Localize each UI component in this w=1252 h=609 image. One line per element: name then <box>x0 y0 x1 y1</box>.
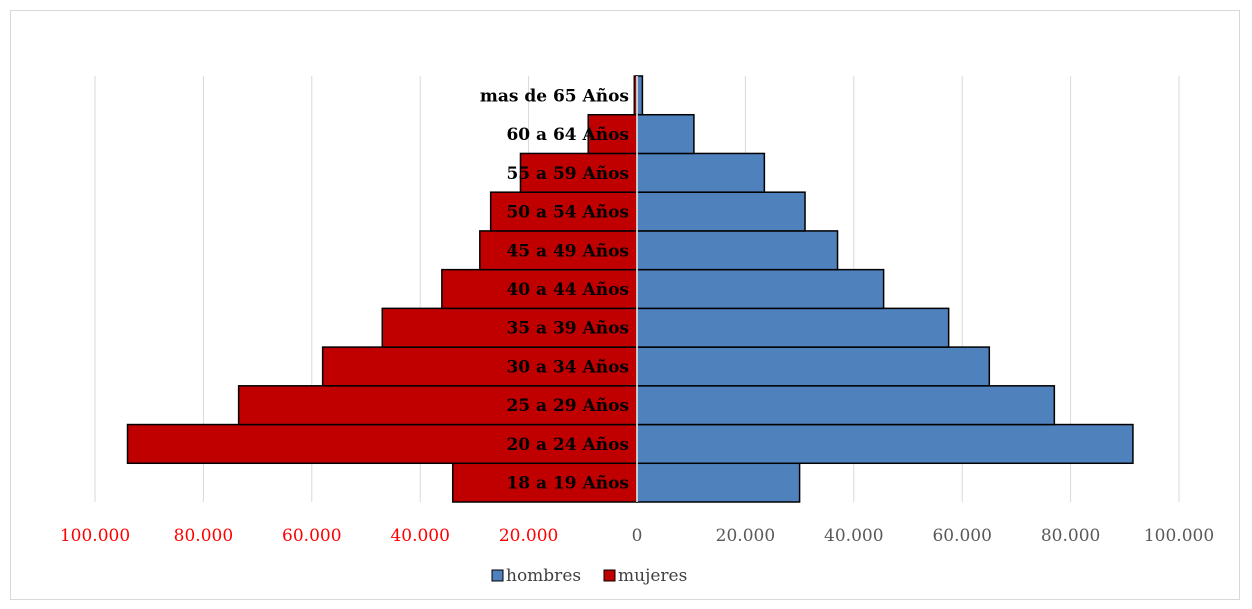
bar-hombres <box>636 307 950 348</box>
bar-hombres <box>636 423 1134 465</box>
x-tick-label: 60.000 <box>282 526 341 546</box>
x-tick-label: 20.000 <box>499 526 558 546</box>
category-label: 20 a 24 Años <box>506 435 629 455</box>
legend-label-hombres: hombres <box>506 566 581 586</box>
category-label: 30 a 34 Años <box>506 357 629 377</box>
bars <box>126 75 1134 503</box>
bar-hombres <box>636 346 991 387</box>
category-label: 35 a 39 Años <box>506 319 629 339</box>
bar-mujeres <box>321 346 638 387</box>
x-tick-label: 20.000 <box>716 526 775 546</box>
category-label: 50 a 54 Años <box>506 203 629 223</box>
bar-hombres <box>636 268 885 310</box>
legend-swatch-hombres <box>491 569 504 582</box>
x-tick-label: 80.000 <box>1041 526 1100 546</box>
bar-mujeres <box>587 113 638 155</box>
category-label: 45 a 49 Años <box>506 241 629 261</box>
category-label: 18 a 19 Años <box>506 474 629 494</box>
x-tick-label: 100.000 <box>1144 526 1214 546</box>
bar-hombres <box>636 113 695 155</box>
legend-swatch-mujeres <box>603 569 616 582</box>
category-label: 25 a 29 Años <box>506 396 629 416</box>
x-tick-label: 0 <box>632 526 643 546</box>
bar-hombres <box>636 385 1056 426</box>
bar-mujeres <box>381 307 638 348</box>
bar-hombres <box>636 191 806 232</box>
bar-mujeres <box>519 152 638 193</box>
x-tick-label: 40.000 <box>390 526 449 546</box>
bar-mujeres <box>441 268 638 310</box>
bar-mujeres <box>489 191 638 232</box>
bar-mujeres <box>126 423 638 465</box>
bar-hombres <box>636 75 644 116</box>
x-tick-label: 60.000 <box>932 526 991 546</box>
x-tick-label: 40.000 <box>824 526 883 546</box>
bar-mujeres <box>237 385 638 426</box>
category-label: 40 a 44 Años <box>506 280 629 300</box>
category-label: 60 a 64 Años <box>506 125 629 145</box>
bar-hombres <box>636 462 801 503</box>
category-label: 55 a 59 Años <box>506 164 629 184</box>
legend: hombres mujeres <box>491 566 687 586</box>
x-tick-label: 80.000 <box>174 526 233 546</box>
bar-mujeres <box>479 230 638 271</box>
category-label: mas de 65 Años <box>480 86 629 106</box>
legend-label-mujeres: mujeres <box>618 566 687 586</box>
bar-hombres <box>636 230 839 271</box>
category-labels: 18 a 19 Años 20 a 24 Años 25 a 29 Años 30 a… <box>480 86 629 493</box>
bar-hombres <box>636 152 766 193</box>
x-tick-label: 100.000 <box>60 526 130 546</box>
x-axis-tick-labels: 100.000 80.000 60.000 40.000 20.000 0 20.000 40… <box>60 526 1214 546</box>
